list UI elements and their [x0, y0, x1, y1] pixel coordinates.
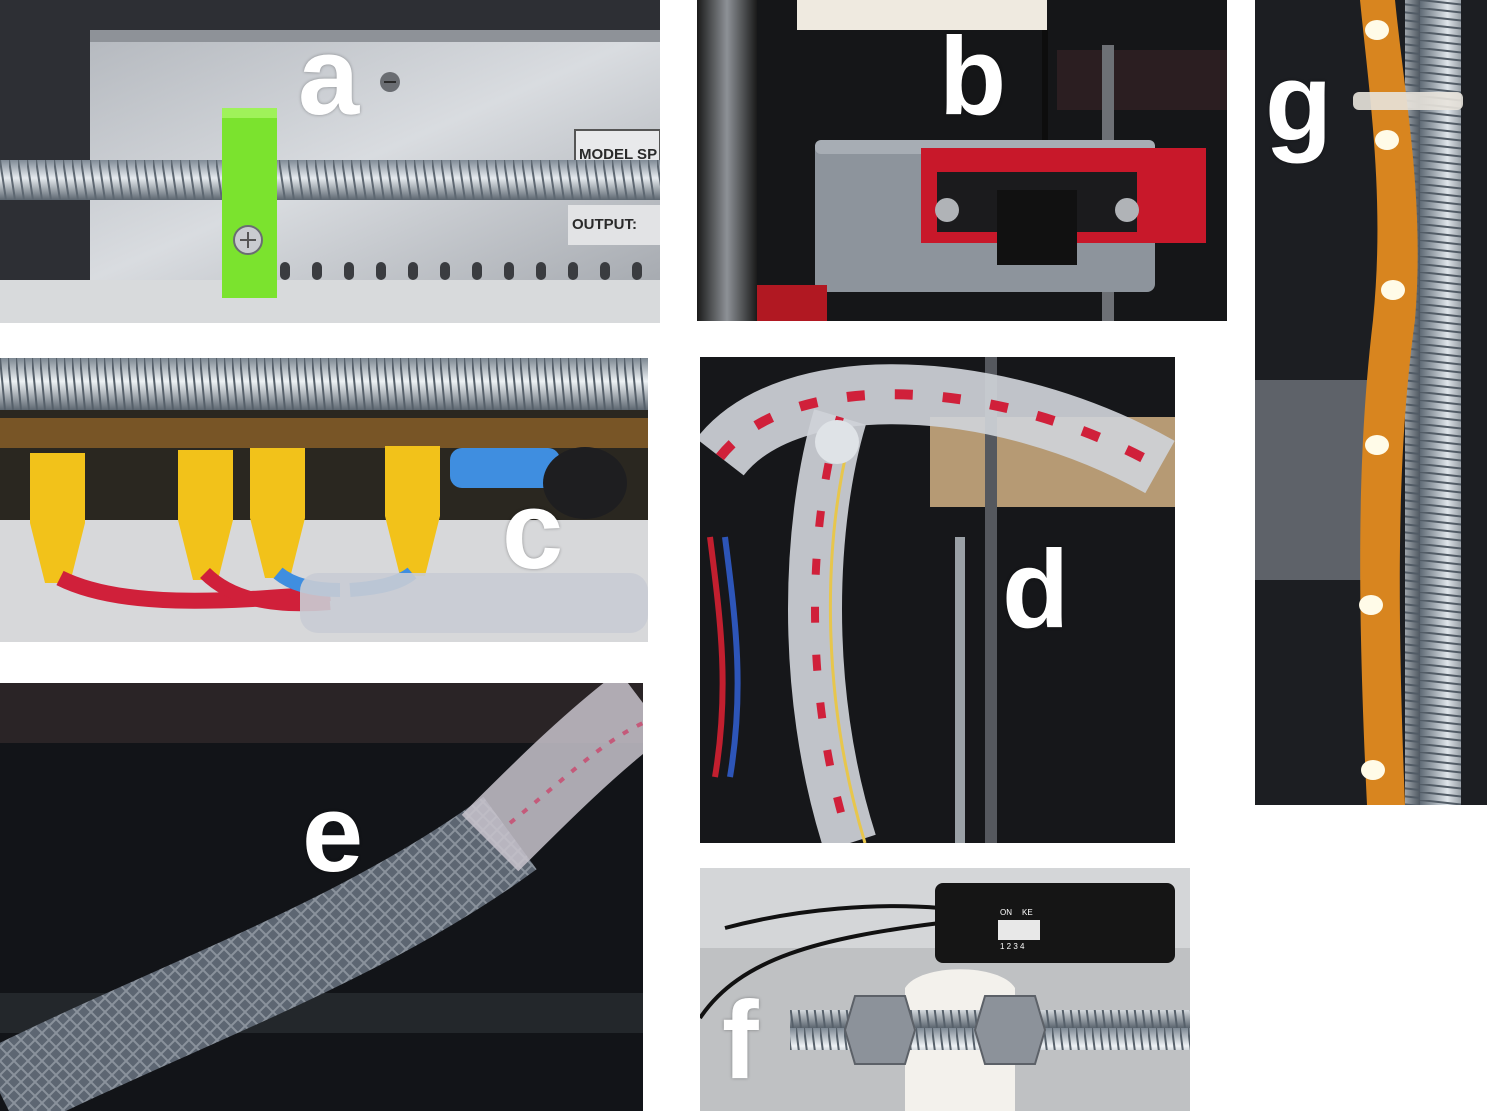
panel-f-dip-sensor-photo: ON KE 1 2 3 4 f — [700, 868, 1190, 1111]
panel-g-led-strip-photo: g — [1255, 0, 1487, 805]
panel-e-braided-sleeve-photo: e — [0, 683, 643, 1111]
psu-model-text: MODEL SP — [579, 146, 658, 163]
psu-output-text: OUTPUT: — [572, 216, 637, 233]
dip-sensor-illustration — [700, 868, 1190, 1111]
dip-numbers-text: 1 2 3 4 — [1000, 942, 1025, 951]
panel-label-f: f — [722, 979, 759, 1102]
panel-label-b: b — [939, 15, 1007, 138]
sensor-board-illustration — [697, 0, 1227, 321]
spiral-wrap-illustration — [700, 357, 1175, 843]
panel-d-spiral-wrap-photo: d — [700, 357, 1175, 843]
panel-c-terminals-photo: c — [0, 358, 648, 642]
dip-on-text: ON — [1000, 908, 1012, 917]
crimp-terminals-illustration — [0, 358, 648, 642]
led-strip-illustration — [1255, 0, 1487, 805]
dip-ke-text: KE — [1022, 908, 1033, 917]
panel-label-e: e — [302, 772, 364, 895]
braided-sleeve-illustration — [0, 683, 643, 1111]
panel-label-d: d — [1002, 528, 1070, 651]
panel-b-sensor-photo: b — [697, 0, 1227, 321]
panel-label-c: c — [502, 469, 564, 592]
panel-label-a: a — [298, 15, 360, 138]
panel-label-g: g — [1265, 41, 1333, 164]
power-supply-illustration — [0, 0, 660, 323]
panel-a-power-supply-photo: MODEL SP OUTPUT: a — [0, 0, 660, 323]
